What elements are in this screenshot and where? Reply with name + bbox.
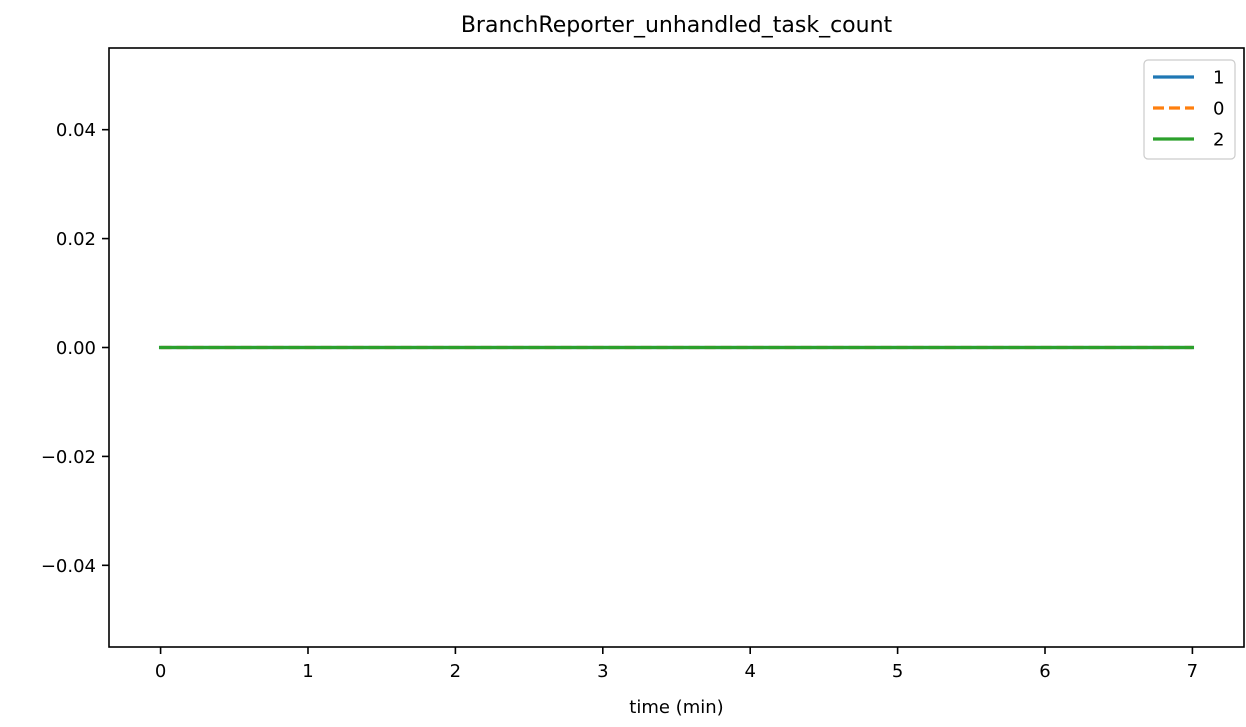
legend-label-0: 0 [1213,99,1224,120]
x-axis-label: time (min) [629,697,723,718]
x-tick-label: 3 [597,661,608,682]
x-tick-label: 2 [450,661,461,682]
x-tick-label: 5 [892,661,903,682]
chart-title: BranchReporter_unhandled_task_count [461,13,893,38]
x-tick-label: 6 [1039,661,1050,682]
plot-area: 0 1 2 3 4 5 6 7 −0.04 −0.02 0.00 0.02 0.04 [41,47,1245,682]
legend-label-1: 1 [1213,68,1224,89]
x-tick-label: 0 [155,661,166,682]
x-tick-label: 4 [744,661,755,682]
y-tick-label: 0.02 [56,229,96,250]
y-tick-label: −0.02 [41,447,96,468]
legend-label-2: 2 [1213,130,1224,151]
legend: 1 0 2 [1143,59,1236,160]
x-tick-label: 1 [302,661,313,682]
x-tick-label: 7 [1187,661,1198,682]
y-tick-label: 0.04 [56,120,96,141]
y-tick-label: 0.00 [56,338,96,359]
y-tick-label: −0.04 [41,556,96,577]
